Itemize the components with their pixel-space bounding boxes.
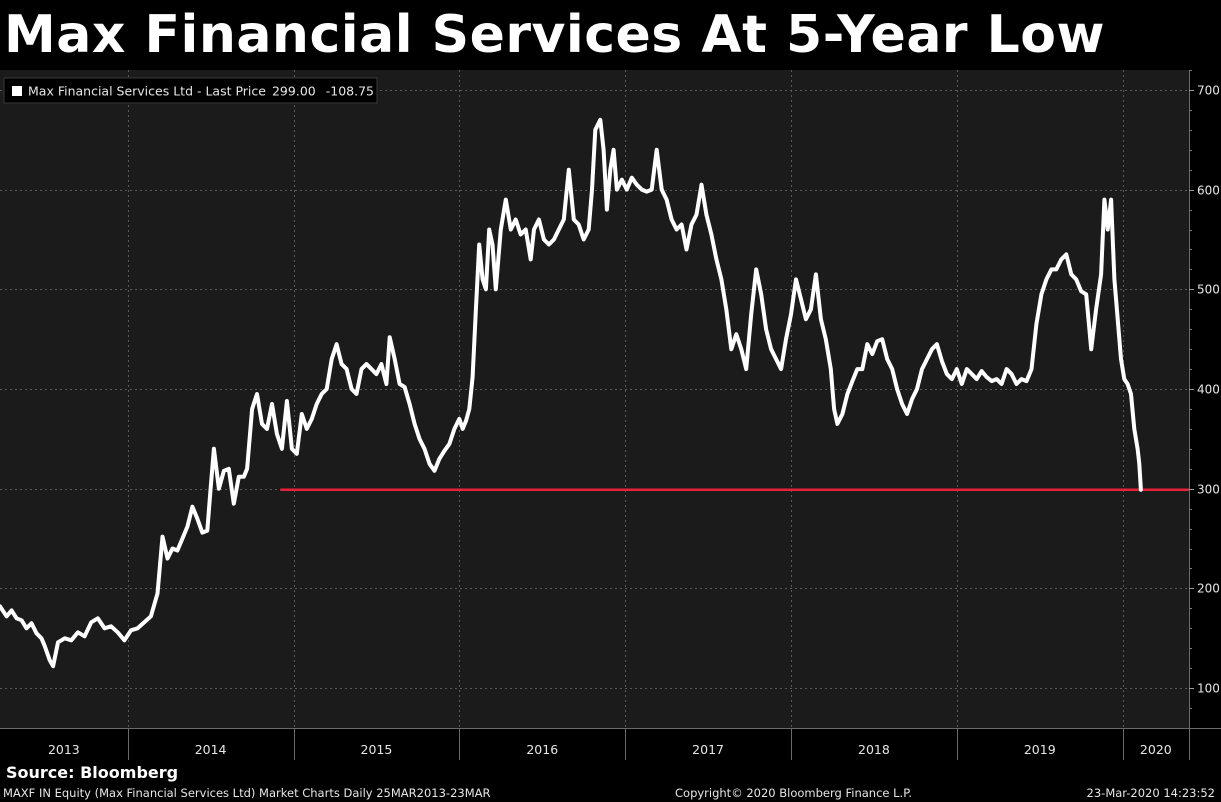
legend-swatch (12, 86, 22, 96)
price-line (0, 117, 1143, 669)
source-label: Source: Bloomberg (6, 763, 179, 782)
y-tick-label: 100 (1197, 682, 1220, 696)
footer-ticker-info: MAXF IN Equity (Max Financial Services L… (3, 786, 491, 800)
chart-title: Max Financial Services At 5-Year Low (4, 5, 1106, 65)
y-tick-label: 300 (1197, 483, 1220, 497)
x-tick-label: 2013 (48, 742, 80, 757)
y-tick-label: 700 (1197, 84, 1220, 98)
footer-copyright: Copyright© 2020 Bloomberg Finance L.P. (675, 786, 912, 800)
legend-change: -108.75 (326, 84, 374, 99)
legend-last-price: 299.00 (272, 84, 316, 99)
footer-timestamp: 23-Mar-2020 14:23:52 (1086, 786, 1215, 800)
x-axis: 2013 2014 2015 2016 2017 2018 2019 2020 (48, 728, 1172, 760)
x-tick-label: 2016 (526, 742, 558, 757)
x-tick-label: 2019 (1024, 742, 1056, 757)
legend-box (3, 77, 378, 104)
legend-label: Max Financial Services Ltd - Last Price 2… (28, 84, 374, 99)
x-tick-label: 2020 (1140, 742, 1172, 757)
legend: Max Financial Services Ltd - Last Price 2… (3, 77, 378, 104)
y-tick-label: 500 (1197, 283, 1220, 297)
x-tick-label: 2015 (361, 742, 393, 757)
x-tick-label: 2014 (195, 742, 227, 757)
y-tick-label: 200 (1197, 582, 1220, 596)
y-tick-label: 400 (1197, 383, 1220, 397)
x-tick-label: 2018 (858, 742, 890, 757)
legend-series-name: Max Financial Services Ltd - Last Price (28, 84, 266, 99)
y-axis: 100 200 300 400 500 600 700 (1189, 70, 1220, 709)
y-tick-label: 600 (1197, 184, 1220, 198)
x-tick-label: 2017 (692, 742, 724, 757)
footer-bar: MAXF IN Equity (Max Financial Services L… (0, 784, 1221, 802)
